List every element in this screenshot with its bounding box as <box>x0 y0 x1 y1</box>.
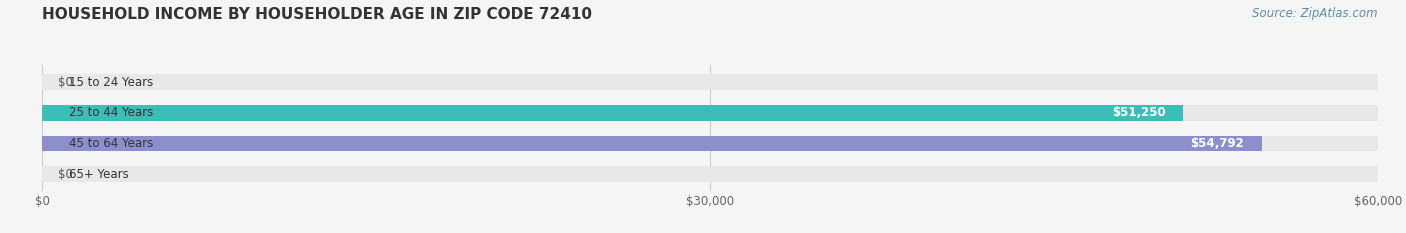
Text: $54,792: $54,792 <box>1191 137 1244 150</box>
Text: 25 to 44 Years: 25 to 44 Years <box>69 106 153 119</box>
Text: Source: ZipAtlas.com: Source: ZipAtlas.com <box>1253 7 1378 20</box>
Bar <box>42 136 1263 151</box>
Text: $51,250: $51,250 <box>1112 106 1166 119</box>
Bar <box>42 74 1378 90</box>
Bar <box>42 105 1378 121</box>
Text: HOUSEHOLD INCOME BY HOUSEHOLDER AGE IN ZIP CODE 72410: HOUSEHOLD INCOME BY HOUSEHOLDER AGE IN Z… <box>42 7 592 22</box>
Bar <box>42 166 1378 182</box>
Text: 65+ Years: 65+ Years <box>69 168 128 181</box>
Text: 15 to 24 Years: 15 to 24 Years <box>69 76 153 89</box>
Text: 45 to 64 Years: 45 to 64 Years <box>69 137 153 150</box>
Bar <box>42 136 1378 151</box>
Text: $0: $0 <box>58 76 73 89</box>
Text: $0: $0 <box>58 168 73 181</box>
Bar <box>42 105 1182 121</box>
